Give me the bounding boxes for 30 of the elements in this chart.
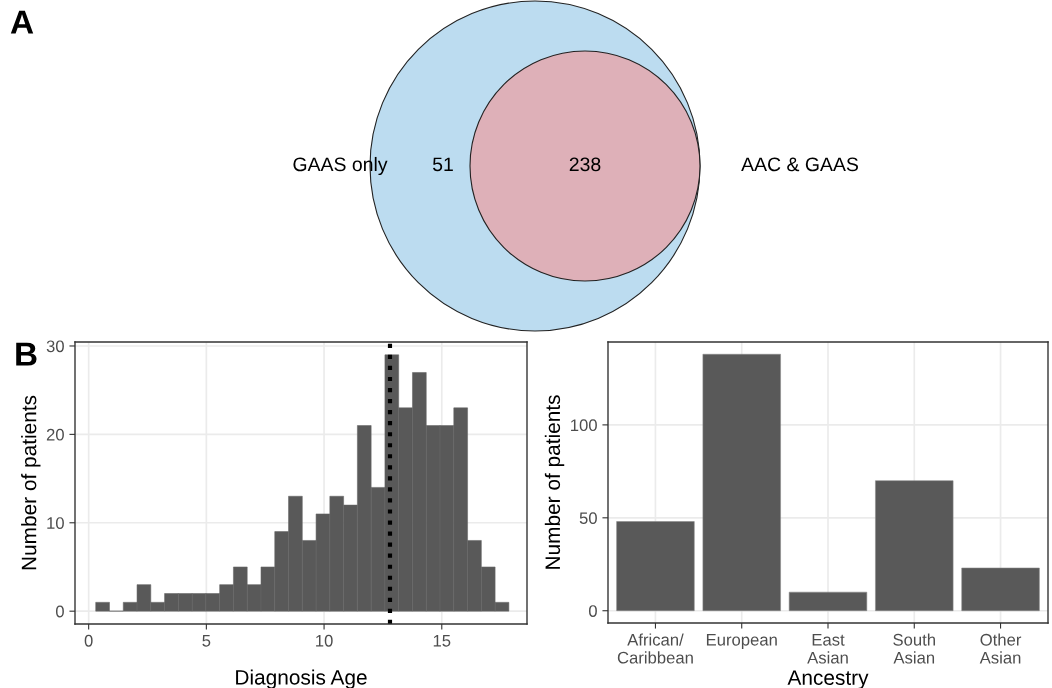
y-tick-label: 10 [47,517,64,529]
category-label: AAC & GAAS [741,157,858,172]
bar [961,567,1040,612]
x-tick-label: 10 [316,634,333,647]
y-tick-label: 100 [571,419,597,432]
y-tick-label: 30 [46,340,64,353]
text: A [10,10,34,34]
bar [616,521,695,612]
y-tick-label: 0 [55,605,64,618]
x-tick-label: 15 [433,635,451,647]
bar [875,480,954,612]
y-tick-label: 20 [46,428,64,441]
x-tick-label: European [706,634,777,649]
bar [702,353,781,612]
y-axis-title: Number of patients [544,395,565,569]
x-tick-label: 5 [202,635,211,647]
x-axis-title: Diagnosis Age [236,669,367,688]
data-label: 51 [432,157,453,172]
category-label: GAAS only [293,156,388,176]
bar [788,591,868,612]
x-tick-label: East Asian [807,634,848,664]
x-tick-label: Other Asian [979,633,1022,664]
x-tick-label: South Asian [893,633,935,664]
y-axis-title: Number of patients [21,395,41,570]
text: B [16,342,37,366]
y-tick-label: 0 [588,605,597,617]
x-tick-label: African/ Caribbean [617,633,693,664]
data-label: 238 [569,157,601,172]
x-tick-label: 0 [84,634,93,647]
y-tick-label: 50 [579,512,597,525]
